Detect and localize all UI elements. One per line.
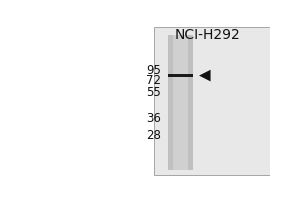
- Text: 95: 95: [146, 64, 161, 77]
- Text: 28: 28: [146, 129, 161, 142]
- Bar: [168, 35, 193, 170]
- Text: 36: 36: [146, 112, 161, 125]
- Text: 55: 55: [146, 86, 161, 99]
- Bar: [154, 27, 270, 175]
- Bar: [173, 35, 188, 170]
- Text: 72: 72: [146, 74, 161, 87]
- Polygon shape: [199, 70, 211, 81]
- Text: NCI-H292: NCI-H292: [174, 28, 240, 42]
- Bar: [168, 74, 193, 77]
